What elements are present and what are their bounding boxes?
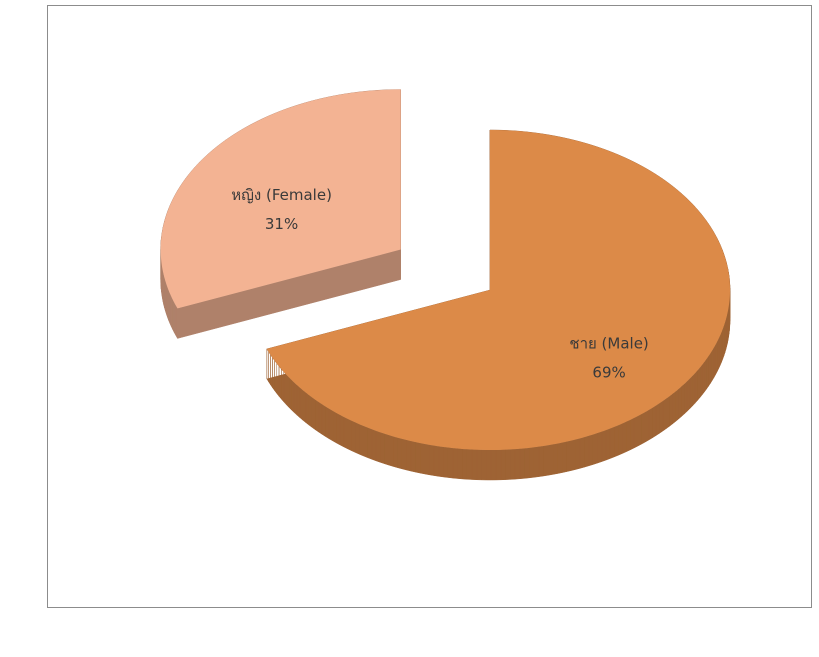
slice-label: หญิง (Female)	[231, 186, 332, 204]
slice	[160, 89, 401, 309]
slice	[266, 130, 730, 450]
slice-value-label: 69%	[592, 363, 625, 381]
slice-value-label: 31%	[265, 215, 298, 233]
slice-label: ชาย (Male)	[569, 334, 648, 352]
